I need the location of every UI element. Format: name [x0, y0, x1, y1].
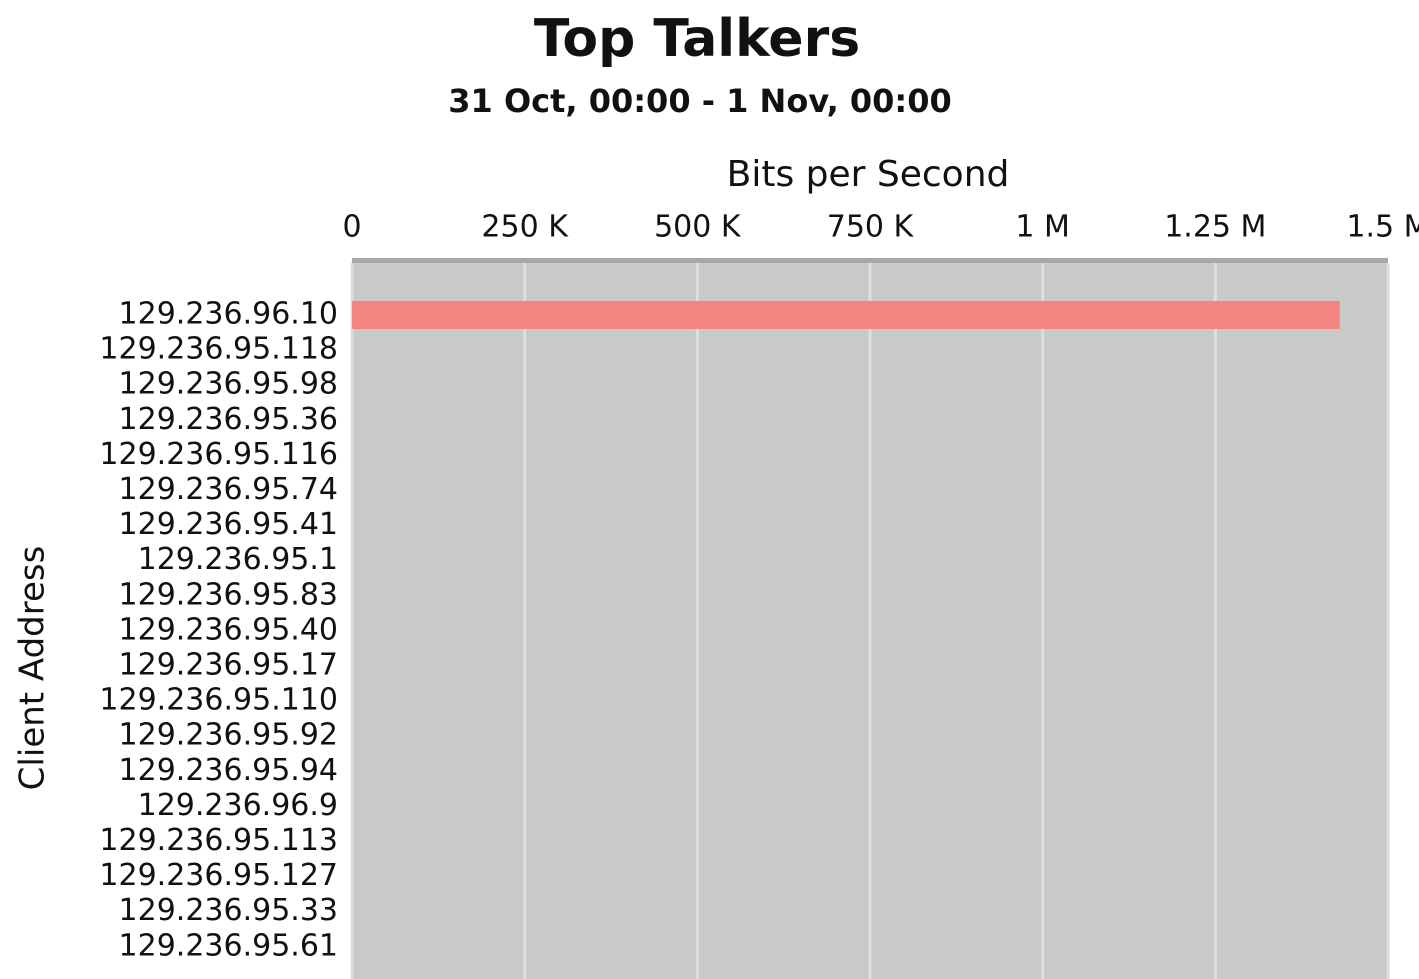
y-tick-label: 129.236.95.113 [99, 823, 338, 858]
chart-subtitle: 31 Oct, 00:00 - 1 Nov, 00:00 [448, 82, 951, 120]
y-tick-label: 129.236.95.83 [119, 577, 338, 612]
y-tick-label: 129.236.95.40 [119, 612, 338, 647]
chart-title: Top Talkers [534, 9, 860, 69]
y-tick-label: 129.236.96.9 [138, 788, 338, 823]
y-tick-label: 129.236.95.118 [99, 332, 338, 367]
x-tick-label: 1 M [1015, 210, 1070, 245]
y-tick-label: 129.236.95.61 [119, 928, 338, 963]
y-tick-label: 129.236.95.41 [119, 507, 338, 542]
y-tick-label: 129.236.95.17 [119, 648, 338, 683]
plot-top-border [352, 258, 1388, 263]
y-tick-label: 129.236.95.98 [119, 367, 338, 402]
y-tick-label: 129.236.95.36 [119, 402, 338, 437]
x-tick-label: 750 K [827, 210, 915, 245]
y-tick-label: 129.236.95.33 [119, 893, 338, 928]
x-axis-label: Bits per Second [727, 154, 1010, 195]
y-tick-label: 129.236.95.92 [119, 718, 338, 753]
x-tick-label: 0 [342, 210, 361, 245]
bar [352, 301, 1340, 329]
y-tick-label: 129.236.95.1 [138, 542, 338, 577]
y-tick-label: 129.236.96.10 [119, 297, 338, 332]
y-tick-label: 129.236.95.116 [99, 437, 338, 472]
y-tick-label: 129.236.95.94 [119, 753, 338, 788]
x-tick-label: 1.5 M [1346, 210, 1419, 245]
x-tick-label: 1.25 M [1164, 210, 1266, 245]
x-tick-label: 250 K [481, 210, 569, 245]
y-axis-label: Client Address [13, 546, 53, 791]
y-tick-label: 129.236.95.74 [119, 472, 338, 507]
x-tick-label: 500 K [654, 210, 742, 245]
y-tick-label: 129.236.95.127 [99, 858, 338, 893]
y-tick-label: 129.236.95.110 [99, 683, 338, 718]
